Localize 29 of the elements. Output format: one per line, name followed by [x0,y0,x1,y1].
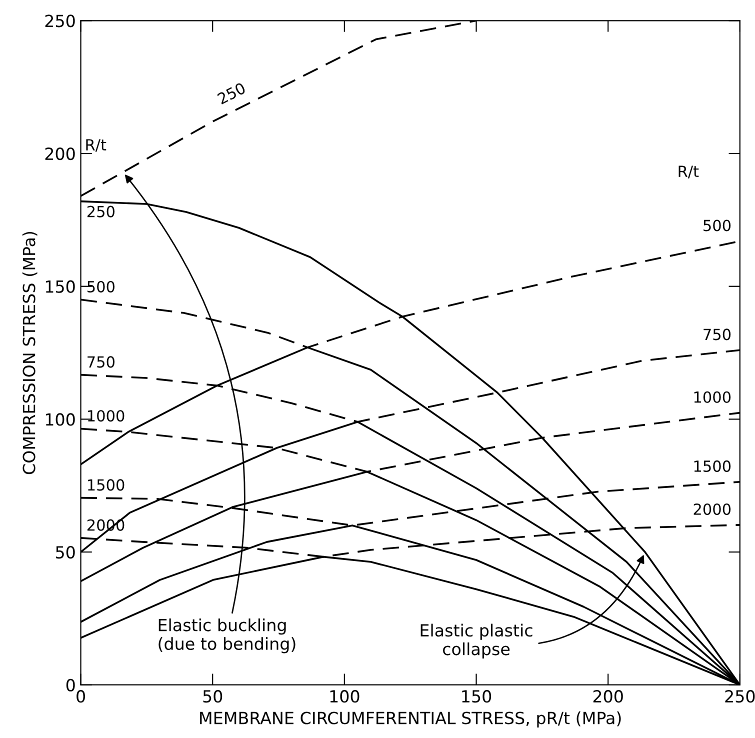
x-tick-label: 100 [330,690,360,703]
y-tick-label: 200 [45,147,75,160]
y-tick-label: 250 [45,14,75,28]
annotation: Elastic buckling (due to bending) [158,618,296,654]
annotation: R/t [678,166,699,178]
annotation: Elastic plastic collapse [420,624,532,659]
text: 2000 [694,503,731,516]
x-tick-label: 200 [593,690,623,703]
series-label: 500 [88,280,114,292]
series-label: 750 [88,356,114,368]
y-tick-label: 50 [56,546,75,559]
text: 1500 [694,460,731,472]
text: 1000 [694,391,731,403]
x-axis-title: MEMBRANE CIRCUMFERENTIAL STRESS, pR/t (MPa) [200,711,621,728]
text: 750 [704,328,731,340]
series-label: 1000 [88,410,124,422]
text: 250 [216,82,246,105]
x-tick-label: 250 [725,690,755,703]
series-label: 1500 [88,479,124,491]
y-tick-label: 100 [46,413,75,426]
y-tick-label: 0 [66,678,75,692]
y-axis-title: COMPRESSION STRESS (MPa) [22,232,38,474]
text: 500 [704,220,731,232]
x-tick-label: 0 [76,690,85,703]
x-tick-label: 150 [462,690,492,703]
annotation: R/t [86,139,106,152]
series-label: 250 [87,206,114,218]
x-tick-label: 50 [203,690,222,703]
y-tick-label: 150 [46,280,75,293]
